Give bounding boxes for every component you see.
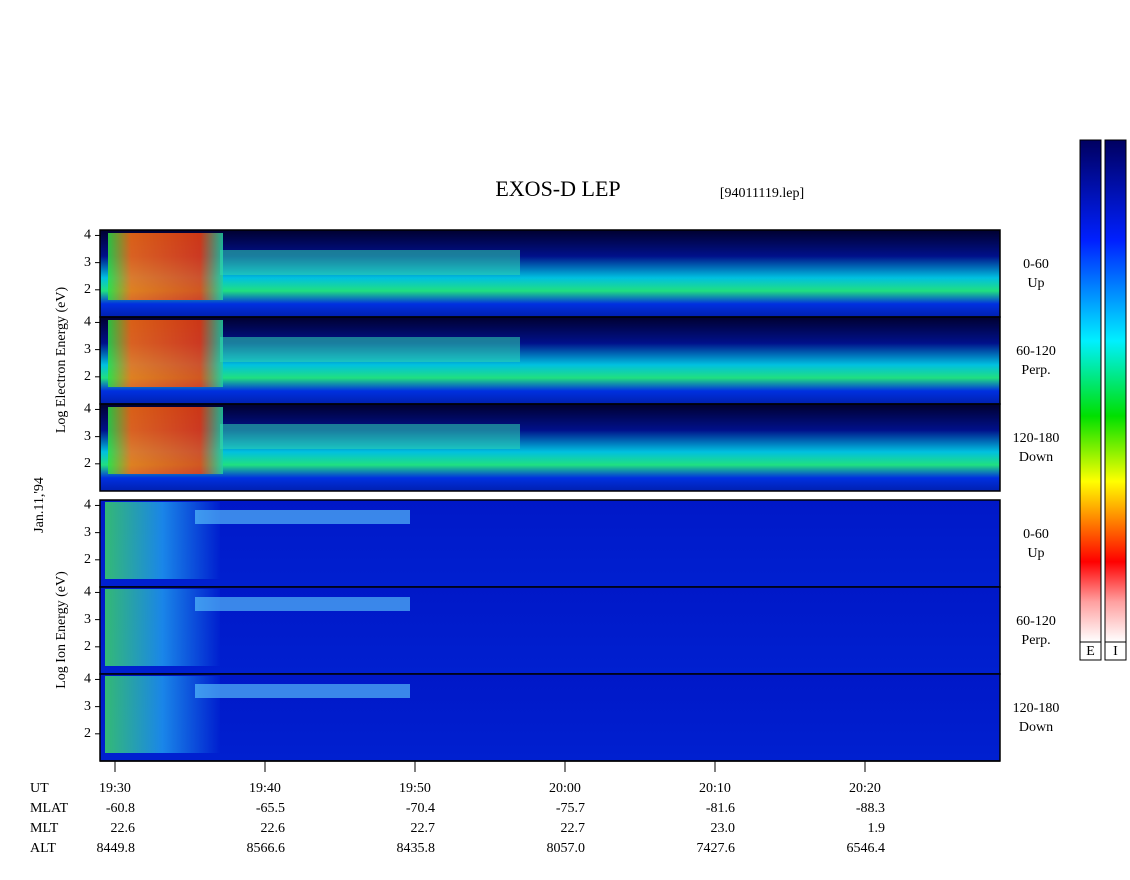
x-tick-label: 19:50 [399,781,431,796]
panel-label: 120-180 [1013,431,1060,446]
spectrogram-band [220,250,520,275]
ephemeris-value: 8057.0 [547,841,586,856]
y-tick-label: 4 [84,498,91,513]
y-tick-label: 2 [84,369,91,384]
ephemeris-value: 8449.8 [97,841,136,856]
panel-label: Up [1027,546,1044,561]
y-tick-label: 4 [84,672,91,687]
ephemeris-value: 22.6 [261,821,286,836]
y-tick-label: 4 [84,228,91,243]
panel-label: Perp. [1021,363,1050,378]
y-tick-label: 2 [84,726,91,741]
colorbar [1104,139,1127,643]
panel-label: Up [1027,276,1044,291]
x-tick-label: 19:30 [99,781,131,796]
y-tick-label: 4 [84,585,91,600]
x-tick-label: 20:00 [549,781,581,796]
panel-label: Down [1019,720,1053,735]
chart-title: EXOS-D LEP [495,176,620,201]
ephemeris-value: 8435.8 [397,841,436,856]
spectrogram-hot [108,233,223,300]
ephemeris-value: 1.9 [868,821,886,836]
spectrogram-hot [108,407,223,474]
colorbar-label: E [1086,644,1095,659]
y-tick-label: 3 [84,255,91,270]
panel-label: 0-60 [1023,527,1049,542]
ephemeris-value: 7427.6 [697,841,736,856]
spectrogram-band [220,337,520,362]
y-axis-label: Log Ion Energy (eV) [54,571,69,689]
ephemeris-value: -81.6 [706,801,735,816]
ephemeris-value: 22.6 [111,821,136,836]
y-tick-label: 4 [84,402,91,417]
panel-frame [99,403,1001,492]
ephemeris-name: UT [30,781,49,796]
y-tick-label: 3 [84,342,91,357]
colorbar-box [1079,641,1102,661]
spectrogram-band [220,424,520,449]
panel-label: Perp. [1021,633,1050,648]
panel-label: 0-60 [1023,257,1049,272]
spectrogram-band [195,597,410,611]
ephemeris-value: 6546.4 [847,841,886,856]
colorbar [1079,139,1102,643]
y-tick-label: 2 [84,639,91,654]
panel-label: Down [1019,450,1053,465]
y-tick-label: 3 [84,612,91,627]
ephemeris-value: -88.3 [856,801,885,816]
y-tick-label: 3 [84,429,91,444]
panel-label: 60-120 [1016,614,1056,629]
spectrogram-band [195,684,410,698]
ephemeris-value: 23.0 [711,821,736,836]
ephemeris-value: 22.7 [561,821,586,836]
ephemeris-value: 22.7 [411,821,436,836]
x-tick-label: 20:10 [699,781,731,796]
y-axis-label: Log Electron Energy (eV) [54,287,69,434]
ephemeris-value: 8566.6 [247,841,286,856]
y-tick-label: 4 [84,315,91,330]
y-tick-label: 3 [84,525,91,540]
ephemeris-name: MLT [30,821,59,836]
y-tick-label: 3 [84,699,91,714]
panel-label: 60-120 [1016,344,1056,359]
ephemeris-value: -60.8 [106,801,135,816]
chart-subtitle: [94011119.lep] [720,186,804,201]
y-tick-label: 2 [84,552,91,567]
ephemeris-name: ALT [30,841,56,856]
ephemeris-name: MLAT [30,801,69,816]
ephemeris-value: -75.7 [556,801,585,816]
date-label: Jan.11,'94 [32,477,47,533]
spectrogram-band [195,510,410,524]
ephemeris-value: -65.5 [256,801,285,816]
x-tick-label: 20:20 [849,781,881,796]
y-tick-label: 2 [84,456,91,471]
ephemeris-value: -70.4 [406,801,435,816]
y-tick-label: 2 [84,282,91,297]
colorbar-label: I [1113,644,1118,659]
spectrogram-hot [108,320,223,387]
x-tick-label: 19:40 [249,781,281,796]
panel-label: 120-180 [1013,701,1060,716]
colorbar-box [1104,641,1127,661]
